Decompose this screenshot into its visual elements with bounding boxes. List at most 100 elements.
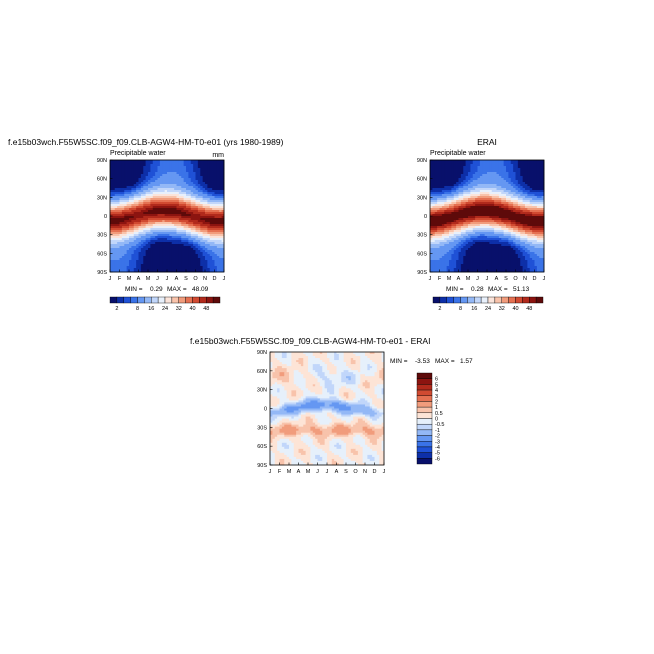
heatmap-cell xyxy=(214,208,218,211)
heatmap-cell xyxy=(171,254,175,257)
heatmap-cell xyxy=(434,204,438,207)
heatmap-cell xyxy=(186,160,189,163)
heatmap-cell xyxy=(482,222,485,225)
heatmap-cell xyxy=(460,170,464,173)
heatmap-cell xyxy=(458,248,462,251)
heatmap-cell xyxy=(174,180,177,183)
heatmap-cell xyxy=(479,212,483,215)
heatmap-cell xyxy=(209,206,213,209)
heatmap-cell xyxy=(200,262,203,265)
heatmap-cell xyxy=(117,244,120,247)
heatmap-cell xyxy=(197,270,201,273)
heatmap-cell xyxy=(479,162,483,165)
heatmap-cell xyxy=(527,240,531,243)
heatmap-cell xyxy=(129,234,132,237)
heatmap-cell xyxy=(517,250,521,253)
heatmap-cell xyxy=(155,264,158,267)
heatmap-cell xyxy=(200,212,203,215)
heatmap-cell xyxy=(437,166,440,169)
heatmap-cell xyxy=(169,226,173,229)
heatmap-cell xyxy=(164,222,168,225)
heatmap-cell xyxy=(446,160,450,163)
heatmap-cell xyxy=(112,200,116,203)
heatmap-cell xyxy=(207,196,211,199)
x-tick-label: F xyxy=(118,276,122,282)
heatmap-cell xyxy=(167,186,170,189)
heatmap-cell xyxy=(534,232,538,235)
heatmap-cell xyxy=(195,266,199,269)
heatmap-cell xyxy=(451,218,455,221)
heatmap-cell xyxy=(186,166,189,169)
heatmap-cell xyxy=(157,250,161,253)
heatmap-cell xyxy=(463,206,466,209)
heatmap-cell xyxy=(169,166,173,169)
heatmap-cell xyxy=(129,172,132,175)
heatmap-cell xyxy=(460,220,464,223)
heatmap-cell xyxy=(150,234,154,237)
heatmap-cell xyxy=(202,206,206,209)
heatmap-cell xyxy=(126,216,130,219)
heatmap-cell xyxy=(534,218,538,221)
heatmap-cell xyxy=(197,204,201,207)
heatmap-cell xyxy=(119,178,123,181)
heatmap-cell xyxy=(145,226,149,229)
heatmap-cell xyxy=(503,228,507,231)
heatmap-cell xyxy=(188,232,192,235)
heatmap-cell xyxy=(193,240,196,243)
heatmap-cell xyxy=(219,268,222,271)
heatmap-cell xyxy=(510,200,514,203)
heatmap-cell xyxy=(145,246,149,249)
heatmap-cell xyxy=(117,206,120,209)
heatmap-cell xyxy=(183,244,187,247)
heatmap-cell xyxy=(449,204,452,207)
heatmap-cell xyxy=(167,224,170,227)
heatmap-cell xyxy=(439,198,443,201)
heatmap-cell xyxy=(129,200,132,203)
heatmap-cell xyxy=(124,194,127,197)
heatmap-cell xyxy=(525,186,528,189)
heatmap-cell xyxy=(219,256,222,259)
heatmap-cell xyxy=(155,178,158,181)
heatmap-cell xyxy=(181,168,184,171)
heatmap-cell xyxy=(453,176,457,179)
heatmap-cell xyxy=(513,212,516,215)
heatmap-cell xyxy=(522,230,526,233)
heatmap-cell xyxy=(200,268,203,271)
heatmap-cell xyxy=(432,208,436,211)
heatmap-cell xyxy=(133,196,137,199)
heatmap-cell xyxy=(117,164,120,167)
heatmap-cell xyxy=(140,170,144,173)
heatmap-cell xyxy=(494,184,497,187)
heatmap-cell xyxy=(437,252,440,255)
x-tick-label: A xyxy=(137,276,141,282)
heatmap-cell xyxy=(126,226,130,229)
heatmap-cell xyxy=(181,174,184,177)
heatmap-cell xyxy=(195,240,199,243)
heatmap-cell xyxy=(131,220,135,223)
heatmap-cell xyxy=(186,164,189,167)
heatmap-cell xyxy=(209,188,213,191)
heatmap-cell xyxy=(207,226,211,229)
heatmap-cell xyxy=(513,218,516,221)
heatmap-cell xyxy=(131,262,135,265)
heatmap-cell xyxy=(152,218,156,221)
heatmap-cell xyxy=(453,172,457,175)
heatmap-cell xyxy=(186,222,189,225)
heatmap-cell xyxy=(195,160,199,163)
heatmap-cell xyxy=(164,178,168,181)
heatmap-cell xyxy=(174,226,177,229)
heatmap-cell xyxy=(169,236,173,239)
heatmap-cell xyxy=(517,236,521,239)
heatmap-cell xyxy=(444,174,447,177)
heatmap-cell xyxy=(491,162,495,165)
heatmap-cell xyxy=(536,190,540,193)
heatmap-cell xyxy=(178,172,182,175)
heatmap-cell xyxy=(441,190,445,193)
heatmap-cell xyxy=(145,208,149,211)
heatmap-cell xyxy=(124,160,127,163)
heatmap-cell xyxy=(527,178,531,181)
heatmap-cell xyxy=(479,188,483,191)
heatmap-cell xyxy=(536,202,540,205)
heatmap-cell xyxy=(162,226,165,229)
heatmap-cell xyxy=(195,172,199,175)
